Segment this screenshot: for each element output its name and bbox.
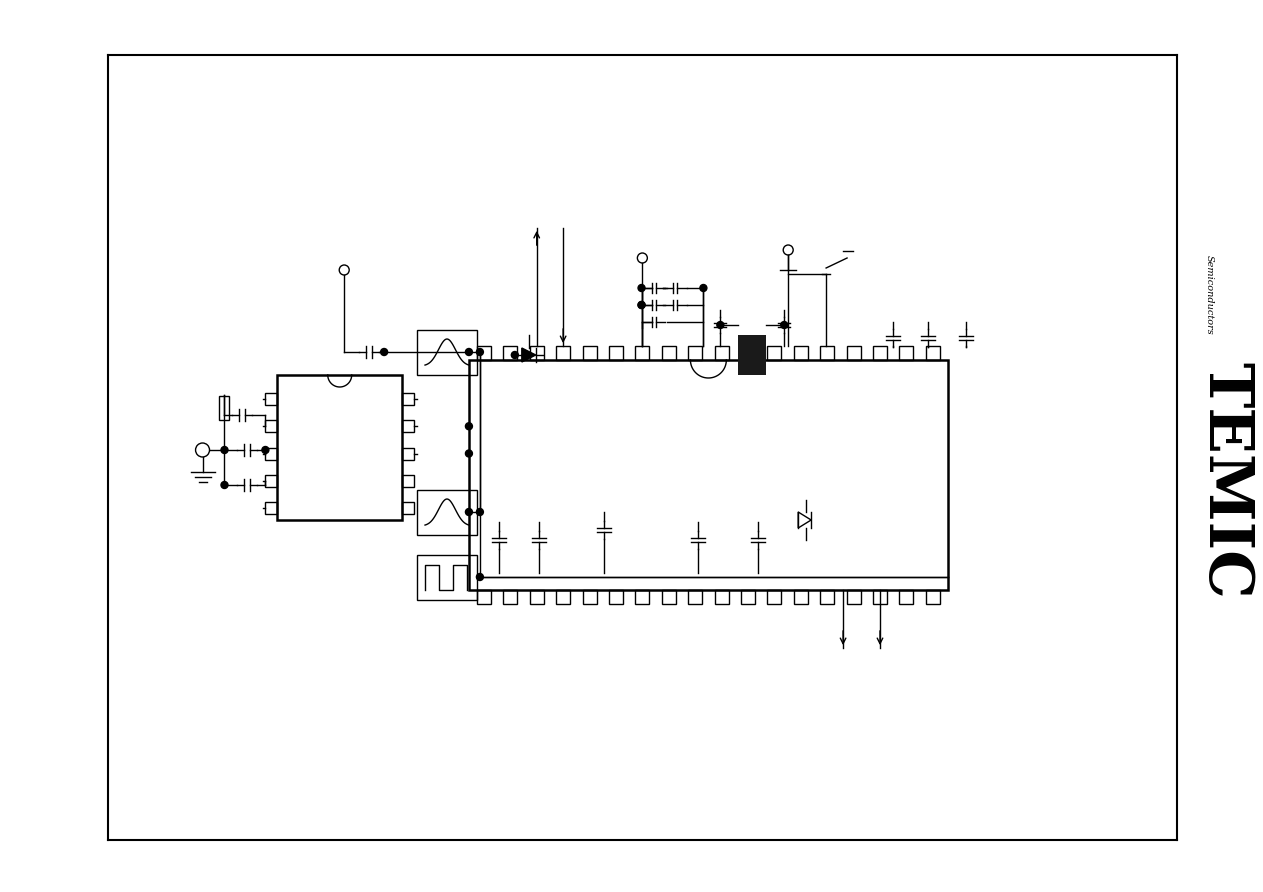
Bar (741, 346, 755, 360)
Bar (715, 590, 729, 604)
Bar (582, 590, 596, 604)
Bar (265, 393, 278, 405)
Bar (768, 590, 782, 604)
Bar (899, 590, 913, 604)
Bar (926, 346, 940, 360)
Bar (688, 590, 702, 604)
Bar (402, 420, 414, 433)
Bar (265, 420, 278, 433)
Circle shape (380, 349, 388, 356)
Bar (635, 590, 649, 604)
Circle shape (466, 508, 472, 516)
Circle shape (261, 447, 269, 453)
Circle shape (476, 508, 484, 516)
Bar (469, 360, 947, 590)
Bar (873, 590, 887, 604)
Bar (529, 346, 543, 360)
Circle shape (717, 321, 724, 328)
Circle shape (476, 574, 484, 581)
Bar (741, 590, 755, 604)
Circle shape (512, 351, 518, 359)
Bar (417, 490, 477, 535)
Bar (846, 590, 860, 604)
Bar (402, 502, 414, 514)
Bar (556, 346, 570, 360)
Bar (768, 346, 782, 360)
Bar (265, 448, 278, 459)
Circle shape (466, 349, 472, 356)
Bar (609, 346, 623, 360)
Bar (609, 590, 623, 604)
Bar (635, 346, 649, 360)
Bar (739, 335, 767, 375)
Bar (417, 555, 477, 600)
Bar (477, 346, 491, 360)
Bar (582, 346, 596, 360)
Bar (504, 590, 518, 604)
Bar (477, 590, 491, 604)
Bar (220, 396, 230, 420)
Bar (846, 346, 860, 360)
Circle shape (638, 285, 645, 292)
Circle shape (221, 482, 229, 489)
Circle shape (638, 301, 645, 309)
Bar (556, 590, 570, 604)
Bar (926, 590, 940, 604)
Bar (899, 346, 913, 360)
Bar (278, 375, 402, 520)
Polygon shape (522, 348, 536, 362)
Bar (504, 346, 518, 360)
Bar (794, 590, 808, 604)
Bar (662, 590, 676, 604)
Bar (715, 346, 729, 360)
Circle shape (466, 450, 472, 457)
Bar (265, 475, 278, 487)
Text: TEMIC: TEMIC (1195, 361, 1255, 599)
Bar (820, 590, 835, 604)
Bar (417, 330, 477, 375)
Bar (402, 448, 414, 459)
Circle shape (466, 423, 472, 430)
Circle shape (476, 349, 484, 356)
Bar (402, 475, 414, 487)
Circle shape (781, 321, 788, 328)
Bar (529, 590, 543, 604)
Bar (402, 393, 414, 405)
Bar (873, 346, 887, 360)
Bar (265, 502, 278, 514)
Bar (662, 346, 676, 360)
Circle shape (221, 447, 229, 453)
Circle shape (700, 285, 707, 292)
Circle shape (638, 301, 645, 309)
Bar (820, 346, 835, 360)
Text: Semiconductors: Semiconductors (1205, 255, 1214, 334)
Bar (794, 346, 808, 360)
Bar (688, 346, 702, 360)
